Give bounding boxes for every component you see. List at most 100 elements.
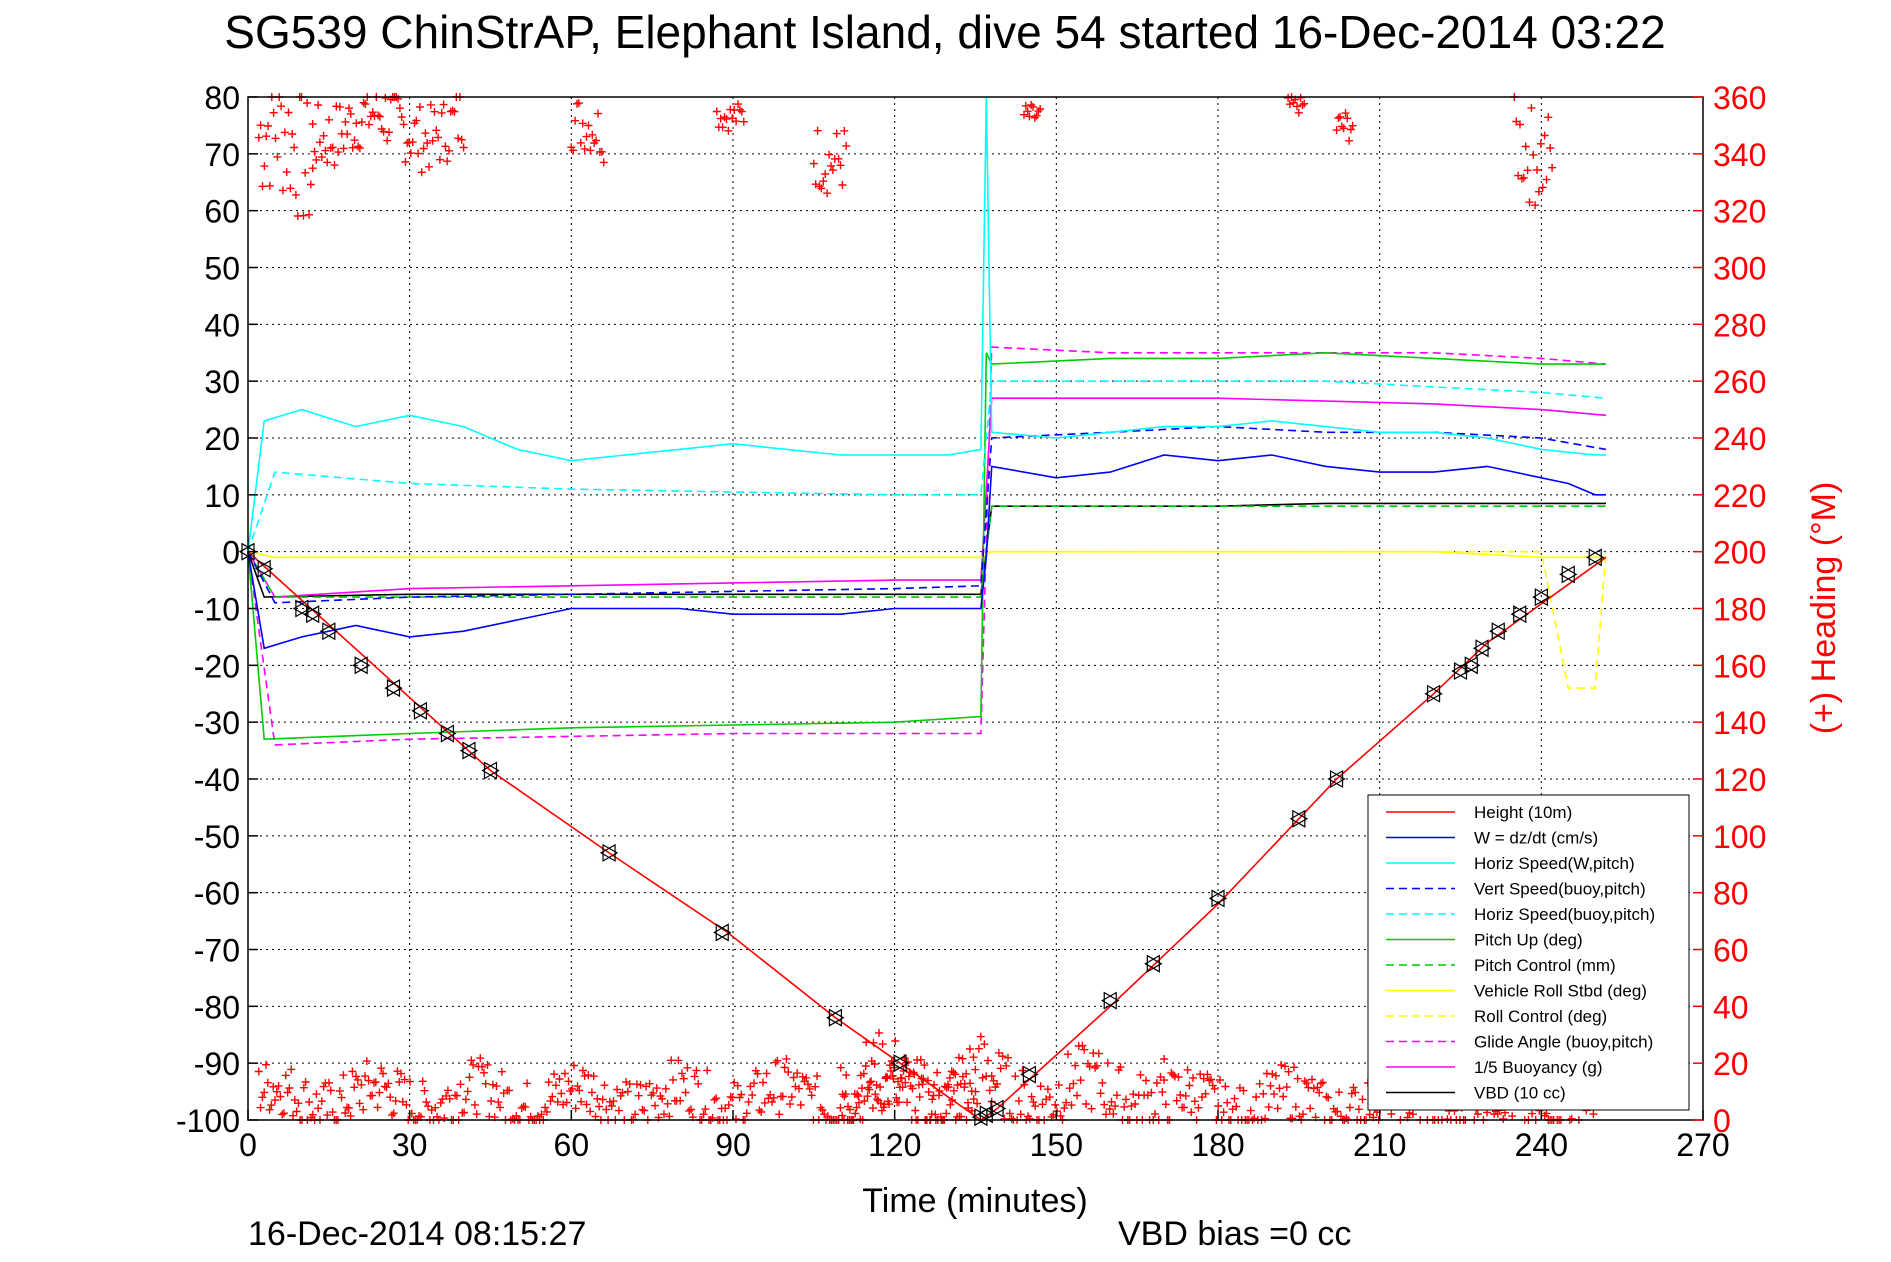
heading-point	[423, 139, 432, 147]
heading-point	[910, 1070, 919, 1079]
heading-point	[292, 1107, 301, 1116]
heading-point	[892, 1093, 901, 1102]
heading-point	[1087, 1104, 1096, 1113]
heading-point	[1056, 1111, 1065, 1120]
heading-point	[426, 100, 435, 109]
heading-point	[595, 1102, 604, 1111]
heading-point	[796, 1100, 805, 1109]
heading-point	[592, 136, 601, 145]
heading-point	[636, 1080, 645, 1089]
heading-point	[274, 1081, 283, 1090]
heading-point	[951, 1070, 960, 1079]
heading-point	[1334, 114, 1343, 122]
heading-point	[271, 134, 280, 143]
heading-point	[339, 1071, 348, 1080]
heading-point	[599, 158, 608, 167]
heading-point	[967, 1087, 976, 1096]
heading-point	[1304, 1083, 1313, 1092]
heading-point	[580, 1071, 589, 1080]
heading-point	[575, 1086, 584, 1095]
heading-point	[701, 1105, 710, 1114]
x-tick-label: 150	[1030, 1127, 1083, 1163]
heading-point	[414, 149, 423, 158]
heading-point	[1336, 1112, 1345, 1121]
heading-point	[769, 1093, 778, 1102]
heading-point	[1230, 1094, 1239, 1103]
heading-point	[391, 1096, 400, 1105]
heading-point	[1065, 1084, 1074, 1093]
heading-point	[1250, 1114, 1259, 1123]
heading-point	[546, 1097, 555, 1106]
heading-point	[860, 1097, 869, 1105]
heading-point	[838, 181, 847, 189]
heading-point	[817, 184, 826, 193]
heading-point	[461, 1095, 470, 1104]
height-marker	[1424, 684, 1443, 703]
heading-point	[1332, 126, 1341, 135]
heading-point	[645, 1079, 654, 1088]
heading-point	[1051, 1100, 1060, 1109]
y-right-tick-label: 360	[1713, 80, 1766, 116]
heading-point	[589, 1072, 598, 1081]
heading-point	[254, 133, 263, 142]
heading-point	[1589, 1110, 1598, 1119]
heading-point	[260, 162, 269, 171]
height-marker	[1208, 889, 1228, 908]
heading-point	[658, 1094, 667, 1103]
heading-point	[924, 1076, 932, 1085]
y-tick-label: -60	[194, 876, 240, 912]
heading-point	[1027, 101, 1036, 109]
heading-point	[1341, 109, 1350, 118]
heading-point	[956, 1079, 965, 1088]
x-tick-label: 120	[868, 1127, 921, 1163]
x-tick-label: 180	[1191, 1127, 1244, 1163]
heading-point	[312, 1090, 321, 1099]
legend-label: Height (10m)	[1474, 803, 1572, 822]
heading-point	[1187, 1108, 1196, 1117]
heading-point	[584, 121, 593, 130]
y-right-tick-label: 40	[1713, 989, 1749, 1025]
heading-point	[308, 120, 317, 128]
heading-point	[1542, 1109, 1551, 1118]
heading-point	[1069, 1079, 1078, 1088]
heading-point	[560, 1069, 569, 1078]
y-right-tick-label: 220	[1713, 478, 1766, 514]
heading-point	[582, 132, 591, 141]
heading-point	[573, 99, 581, 108]
heading-point	[303, 99, 312, 107]
y-axis-right-label: (+) Heading (°M)	[1805, 482, 1843, 735]
heading-point	[971, 1065, 980, 1074]
heading-point	[465, 1073, 474, 1082]
heading-point	[1080, 1045, 1089, 1054]
heading-point	[753, 1069, 762, 1078]
heading-point	[1092, 1061, 1101, 1070]
heading-point	[1308, 1075, 1316, 1084]
heading-point	[284, 108, 293, 117]
heading-point	[962, 1069, 971, 1078]
heading-point	[868, 1104, 877, 1113]
heading-point	[1030, 113, 1039, 122]
heading-point	[408, 138, 417, 147]
heading-point	[1387, 1110, 1396, 1118]
heading-point	[1160, 1055, 1169, 1063]
heading-point	[359, 98, 368, 107]
heading-point	[1120, 1102, 1129, 1111]
heading-point	[357, 1080, 366, 1089]
heading-point	[984, 1056, 992, 1065]
heading-point	[692, 1066, 701, 1075]
heading-point	[578, 119, 587, 128]
heading-point	[760, 1098, 769, 1107]
y-tick-label: 60	[204, 194, 240, 230]
heading-point	[869, 1038, 878, 1047]
heading-point	[1181, 1091, 1190, 1100]
heading-point	[301, 1078, 310, 1086]
heading-point	[795, 1084, 803, 1093]
heading-point	[432, 126, 441, 135]
heading-point	[269, 1082, 278, 1091]
heading-point	[1517, 174, 1526, 183]
heading-point	[845, 1105, 854, 1114]
heading-point	[613, 1085, 622, 1094]
heading-point	[571, 116, 580, 125]
heading-point	[1275, 1084, 1284, 1093]
